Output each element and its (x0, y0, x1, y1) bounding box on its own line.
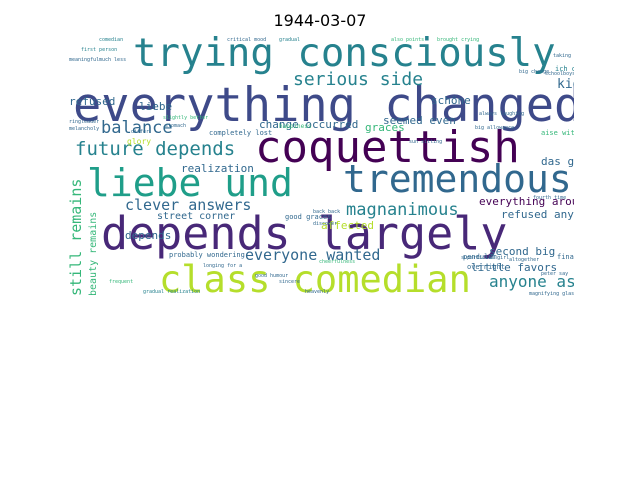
word-frequent: frequent (109, 279, 134, 285)
word-beauty-remains: beauty remains (88, 211, 99, 296)
word-serious-side: serious side (293, 69, 424, 90)
word-future-depends: future depends (75, 138, 236, 160)
word-altogether: altogether (509, 257, 540, 263)
word-longing-for-a: longing for a (203, 263, 243, 269)
word-discover: discover (313, 221, 338, 227)
word-overnight: overnight (467, 263, 505, 271)
word-realization: realization (181, 162, 254, 175)
word-kid: kid (557, 77, 574, 92)
word-cheerfulness: cheerfulness (319, 259, 356, 265)
word-ich-danke: ich danke (555, 65, 574, 73)
word-taking: taking (553, 53, 572, 59)
word-affected: affected (321, 219, 374, 232)
word-comedian: comedian (99, 37, 124, 43)
word-big-allowance: big allowance (475, 125, 515, 131)
word-little-favors: little favors (471, 261, 558, 274)
chart-title: 1944-03-07 (273, 11, 367, 30)
word-first-person: first person (81, 47, 118, 53)
word-clever-answers: clever answers (125, 196, 252, 214)
word-coquettish: coquettish (255, 122, 520, 173)
word-everything-around: everything around (479, 195, 574, 208)
word-schoolboys: schoolboys (545, 71, 574, 77)
word-back-back: back back (313, 209, 341, 215)
word-gradual-realization: gradual realization (143, 289, 201, 295)
word-sun-sitting: sun sitting (409, 139, 443, 145)
word-second-big: second big (489, 245, 556, 258)
word-everyone-wanted: everyone wanted (245, 246, 381, 264)
word-big-change: big change (519, 69, 550, 75)
word-magnifying-glass: magnifying glass (529, 291, 574, 297)
word-graces: graces (365, 121, 405, 134)
word-brought-crying: brought crying (437, 37, 480, 43)
word-seemed-even: seemed even (383, 114, 456, 127)
word-liebe-und: liebe und (87, 161, 293, 205)
word-pendulum: pendulum (463, 253, 497, 261)
word-trying-consciously: trying consciously (133, 34, 556, 76)
word-much-less: much less (99, 57, 127, 63)
word-finally-coming: finally coming (557, 253, 574, 261)
word-stomach: stomach (165, 123, 187, 129)
word-everything-changed: everything changed (73, 78, 574, 133)
word-sincere: sincere (279, 279, 301, 285)
word-probably-wondering: probably wondering (169, 251, 245, 259)
word-good-graces: good graces (285, 213, 332, 221)
word-also-points: also points (391, 37, 425, 43)
word-depends: depends (125, 229, 172, 242)
word-depends-largely: depends largely (101, 207, 508, 260)
word-heavenly: heavenly (305, 289, 330, 295)
word-tremendous: tremendous (343, 157, 572, 201)
word-liebe: liebe (139, 100, 173, 113)
word-critical-mood: critical mood (227, 37, 267, 43)
word-differ: differ (131, 129, 150, 135)
word-good-humour: good humour (255, 273, 289, 279)
word-melancholy: melancholy (69, 126, 100, 132)
word-always-laughing: always laughing (479, 111, 525, 117)
word-slightly-better: slightly better (163, 115, 209, 121)
word-meaningful: meaningful (69, 57, 100, 63)
word-magnanimous: magnanimous (346, 200, 459, 220)
word-peter-say: peter say (541, 271, 569, 277)
word-anyone-ask: anyone ask (489, 272, 574, 291)
word-superficial-girl: superficial girl (461, 255, 510, 261)
word-gradual: gradual (279, 37, 301, 43)
word-das-gute: das gute (541, 155, 574, 168)
word-aise-within: aise within (541, 129, 574, 137)
word-street-corner: street corner (157, 211, 236, 222)
word-happiness: happiness (279, 123, 312, 130)
word-refused-anyone: refused anyone (501, 208, 574, 221)
word-still-remains: still remains (67, 178, 85, 296)
word-balance: balance (101, 118, 173, 138)
word-schone: schöne (431, 94, 471, 107)
word-change-occurred: change occurred (259, 118, 359, 131)
word-refused: refused (69, 95, 116, 108)
word-fourth-time: fourth time (533, 195, 567, 201)
word-completely-lost: completely lost (209, 129, 273, 137)
word-class-comedian: class comedian (159, 258, 471, 296)
word-glory: glory (127, 137, 152, 146)
word-cloud: trying consciously everything changed co… (65, 34, 574, 296)
word-ringleader: ringleader (69, 119, 100, 125)
